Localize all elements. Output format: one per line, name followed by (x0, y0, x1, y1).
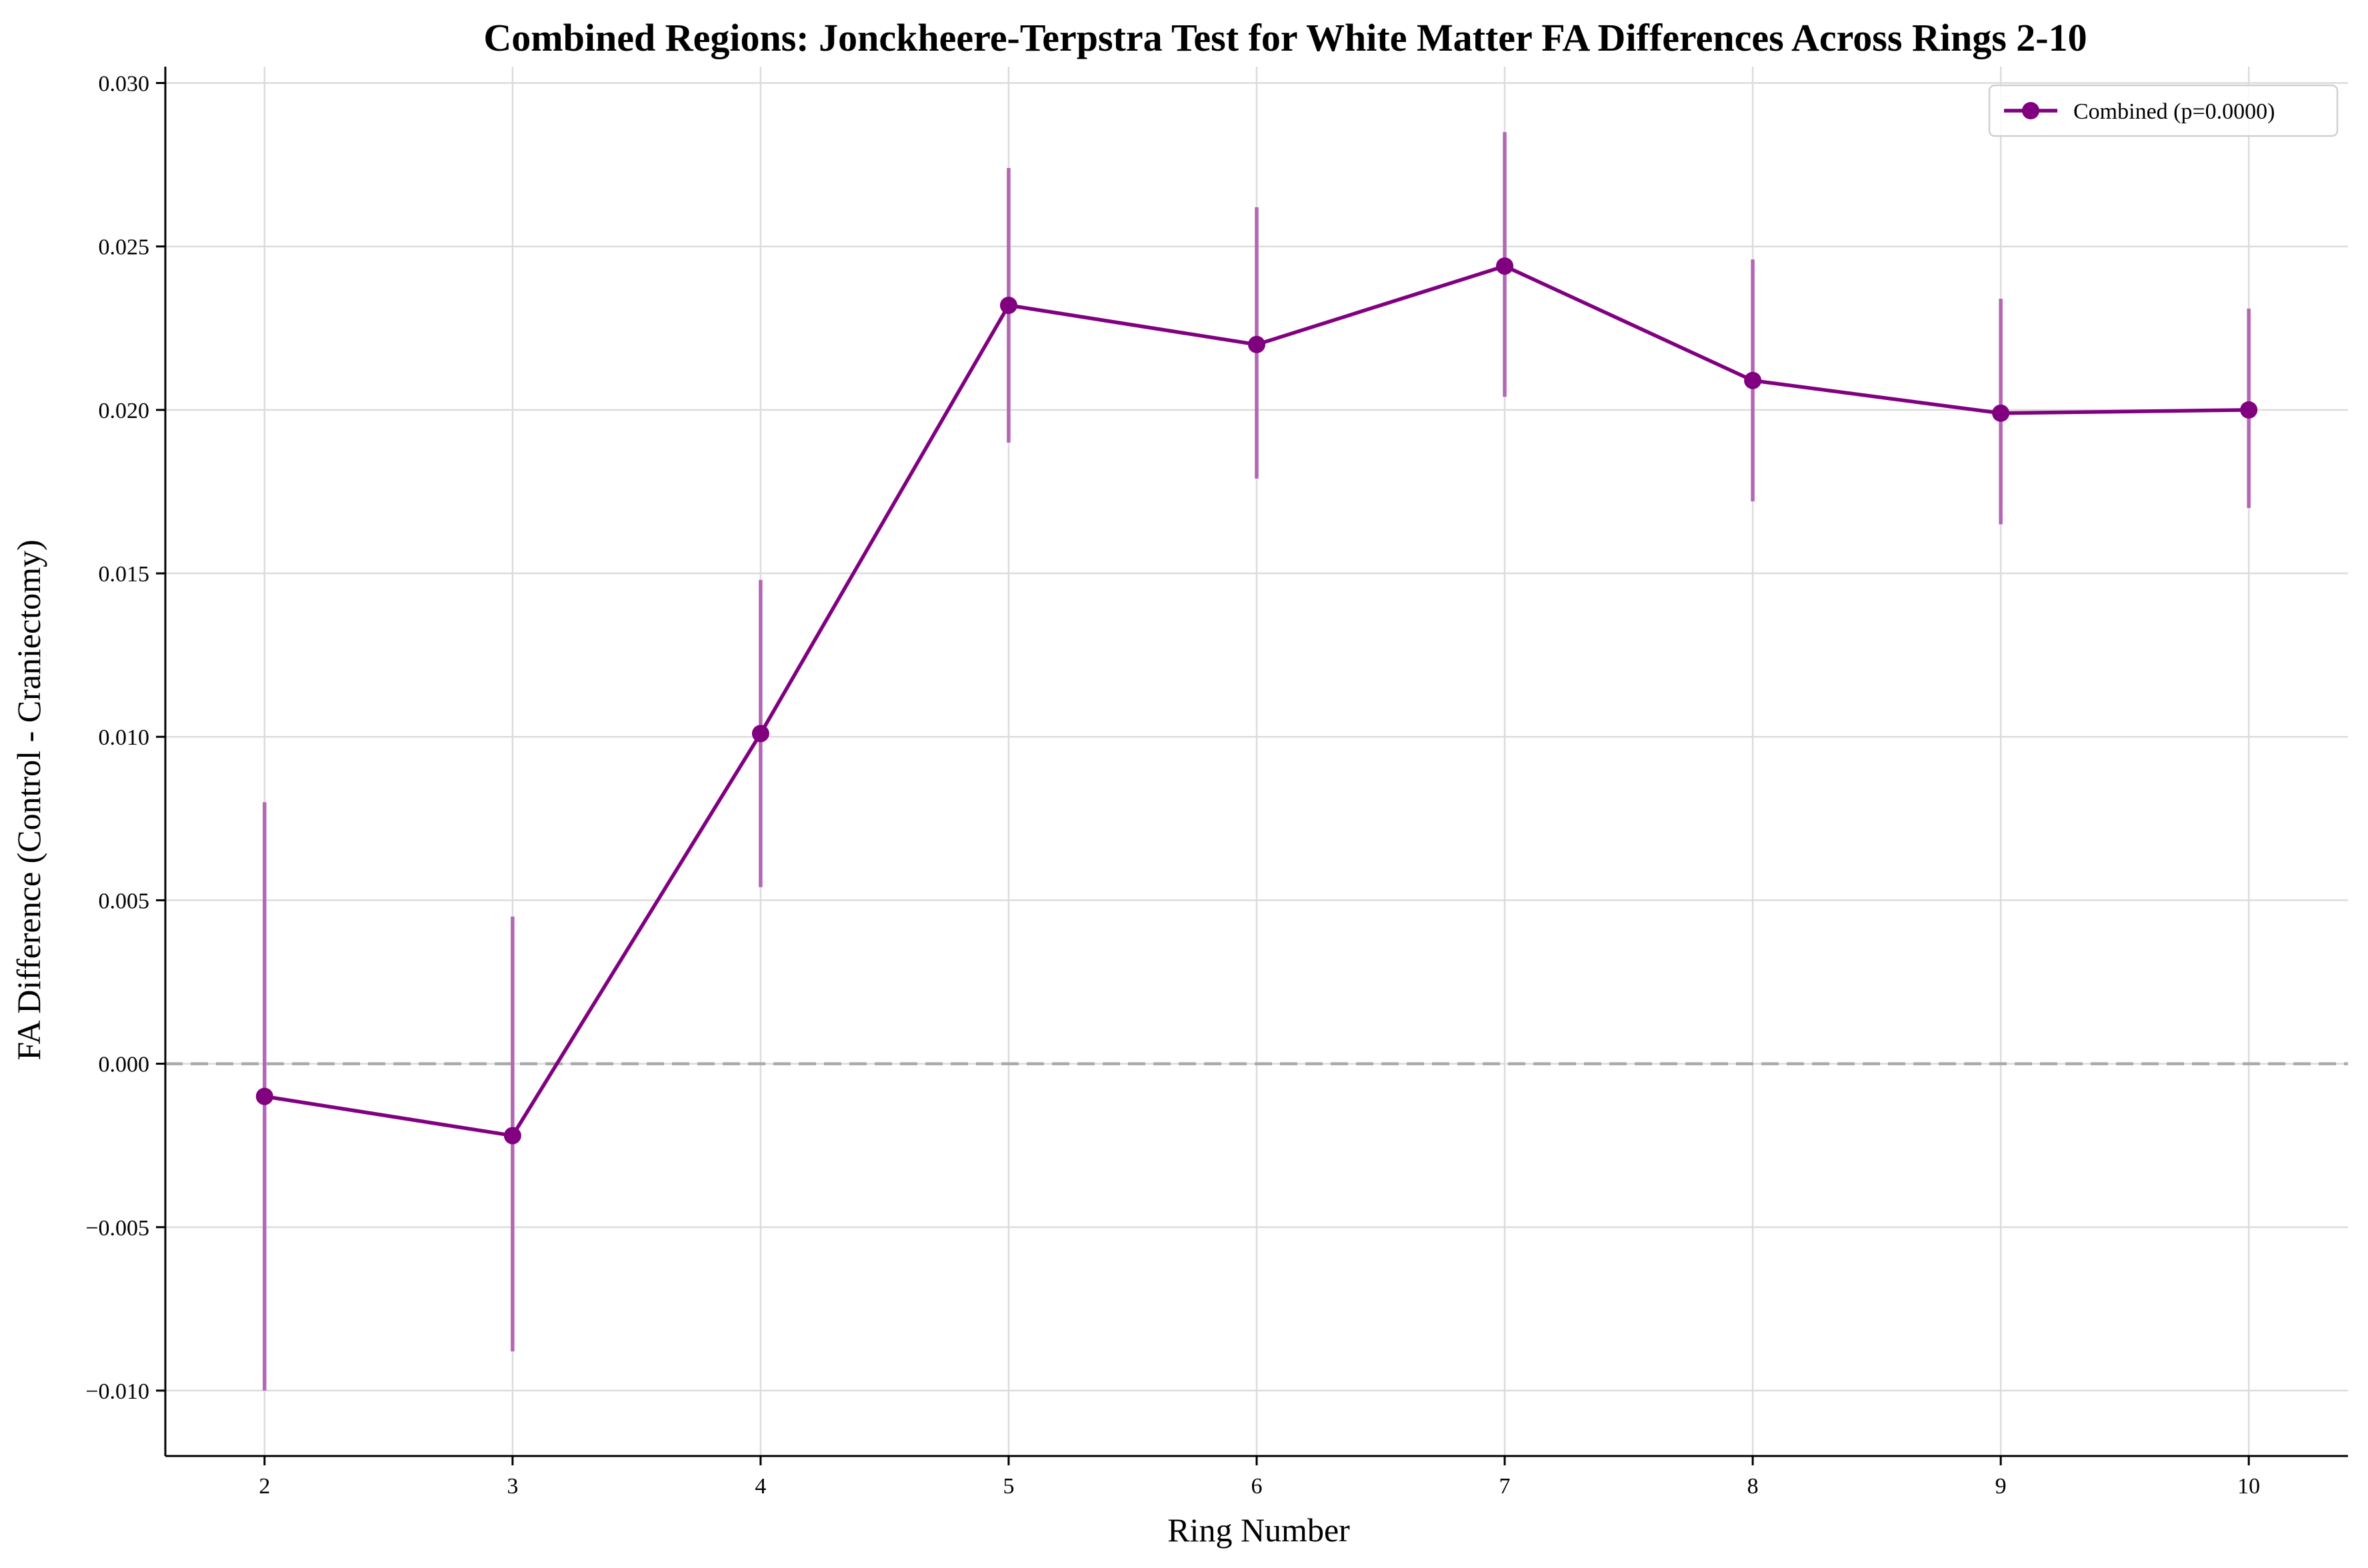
y-tick-label-5: 0.015 (99, 562, 150, 587)
x-tick-label-2: 2 (259, 1474, 270, 1499)
y-tick-label-4: 0.010 (99, 725, 150, 750)
y-axis-label: FA Difference (Control - Craniectomy) (10, 539, 47, 1060)
x-axis-label: Ring Number (1167, 1511, 1350, 1549)
y-tick-label-2: 0.000 (99, 1053, 150, 1077)
y-tick-label-0: −0.010 (85, 1379, 149, 1404)
y-tick-label-7: 0.025 (99, 235, 150, 260)
legend-box (1988, 84, 2339, 137)
x-tick-label-7: 7 (1499, 1474, 1511, 1499)
data-point-ring-7 (1496, 257, 1514, 275)
data-point-ring-3 (503, 1127, 521, 1145)
x-tick-label-8: 8 (1747, 1474, 1759, 1499)
y-tick-label-1: −0.005 (85, 1216, 149, 1241)
data-point-ring-4 (751, 725, 769, 743)
y-tick-label-6: 0.020 (99, 399, 150, 423)
data-point-ring-2 (255, 1087, 273, 1105)
y-tick-label-3: 0.005 (99, 889, 150, 913)
data-point-ring-6 (1248, 335, 1265, 353)
data-point-ring-5 (999, 296, 1017, 314)
x-tick-label-5: 5 (1003, 1474, 1014, 1499)
legend-entry-combined: Combined (p=0.0000) (2073, 99, 2275, 124)
series-layer (255, 257, 2258, 1145)
chart-title: Combined Regions: Jonckheere-Terpstra Te… (483, 16, 2087, 59)
data-point-ring-9 (1992, 404, 2010, 422)
x-tick-label-6: 6 (1251, 1474, 1263, 1499)
x-tick-label-4: 4 (755, 1474, 766, 1499)
legend: Combined (p=0.0000) (1988, 84, 2339, 137)
x-tick-label-3: 3 (507, 1474, 518, 1499)
x-tick-label-9: 9 (1995, 1474, 2007, 1499)
y-tick-label-8: 0.030 (99, 72, 150, 97)
data-point-ring-8 (1744, 371, 1762, 389)
data-point-ring-10 (2240, 401, 2258, 419)
axes-layer (156, 67, 2348, 1465)
x-tick-label-10: 10 (2237, 1474, 2260, 1499)
legend-marker-swatch (2022, 102, 2039, 119)
tick-labels-layer: 2 3 4 5 6 7 8 9 10 −0.010 −0.005 0.000 0.005 0.010 0.0… (85, 72, 2260, 1499)
